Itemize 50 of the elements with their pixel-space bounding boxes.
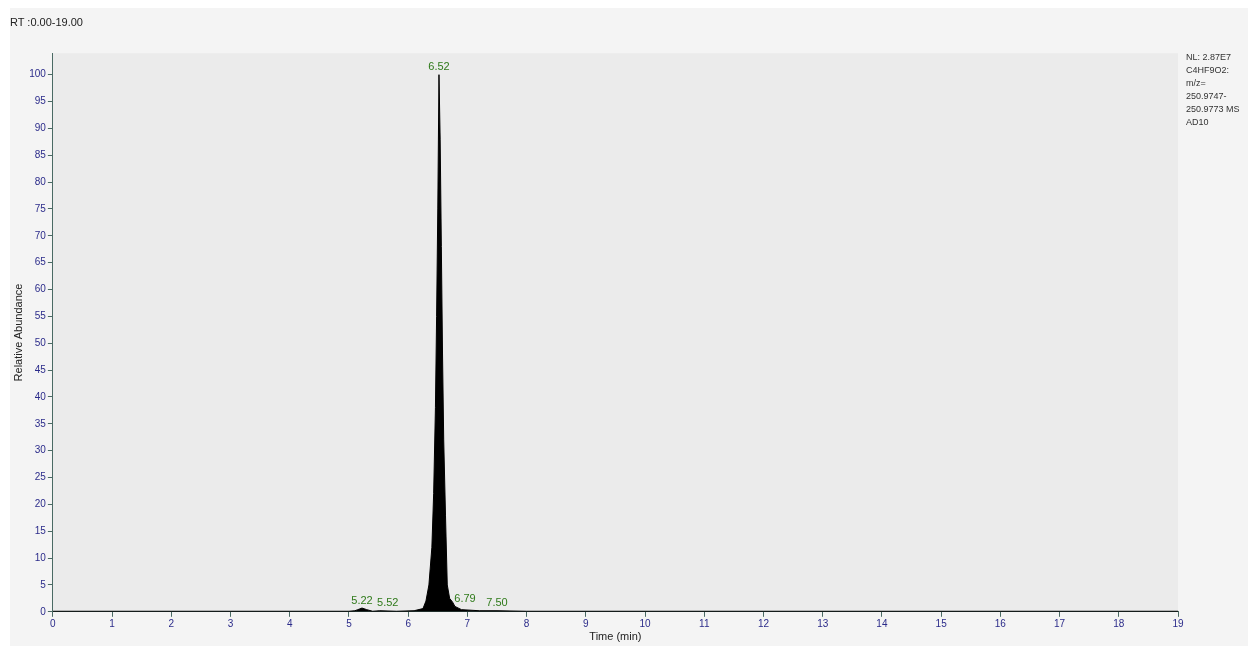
x-tick-label: 0 — [50, 617, 57, 629]
x-tick-label: 10 — [639, 617, 652, 629]
y-tick-label: 40 — [34, 390, 47, 402]
y-tick-label: 20 — [34, 498, 47, 510]
y-tick-label: 30 — [34, 444, 47, 456]
x-tick-label: 11 — [699, 617, 710, 629]
x-tick-label: 9 — [583, 617, 590, 629]
y-tick-label: 90 — [34, 122, 47, 134]
x-tick-label: 3 — [227, 617, 234, 629]
y-tick-label: 70 — [34, 229, 47, 241]
annotation: 6.79 — [454, 591, 476, 604]
y-tick-label: 25 — [34, 471, 47, 483]
y-tick-label: 0 — [40, 605, 47, 617]
x-tick-label: 17 — [1054, 617, 1066, 629]
chart-title: RT :0.00-19.00 — [10, 15, 83, 28]
y-tick-label: 75 — [34, 202, 47, 214]
x-tick-label: 12 — [757, 617, 770, 629]
x-tick-label: 6 — [405, 617, 412, 629]
y-tick-label: 50 — [34, 336, 47, 348]
x-tick-label: 4 — [286, 617, 293, 629]
y-tick-label: 60 — [34, 283, 47, 295]
y-tick-label: 10 — [34, 551, 47, 563]
y-tick-label: 95 — [34, 95, 47, 107]
y-tick-label: 65 — [34, 256, 47, 268]
y-tick-label: 5 — [40, 578, 47, 590]
annotation: 6.52 — [428, 60, 450, 73]
y-tick-label: 35 — [34, 417, 47, 429]
x-tick-label: 14 — [876, 617, 888, 629]
x-tick-label: 18 — [1113, 617, 1125, 629]
x-tick-label: 1 — [109, 617, 116, 629]
x-tick-label: 15 — [935, 617, 948, 629]
x-tick-label: 13 — [817, 617, 829, 629]
text: NL: 2.87E7 C4HF9O2: m/z= 250.9747- 250.9773 MS AD10 — [1186, 52, 1240, 128]
annotation: 5.22 — [351, 593, 373, 606]
annotation: 5.52 — [377, 596, 399, 609]
x-tick-label: 2 — [168, 617, 175, 629]
x-axis-title: Time (min) — [589, 630, 642, 643]
annotation: 7.50 — [486, 596, 508, 609]
y-tick-label: 100 — [29, 68, 47, 80]
y-tick-label: 55 — [34, 310, 47, 322]
x-tick-label: 16 — [994, 617, 1007, 629]
x-tick-label: 7 — [464, 617, 471, 629]
y-tick-label: 85 — [34, 149, 47, 160]
x-tick-label: 19 — [1172, 617, 1184, 629]
x-tick-label: 5 — [346, 617, 353, 629]
y-tick-label: 15 — [34, 524, 47, 536]
y-tick-label: 80 — [34, 175, 47, 187]
y-axis-title: Relative Abundance — [11, 283, 24, 382]
x-tick-label: 8 — [523, 617, 530, 629]
y-tick-label: 45 — [34, 363, 47, 375]
